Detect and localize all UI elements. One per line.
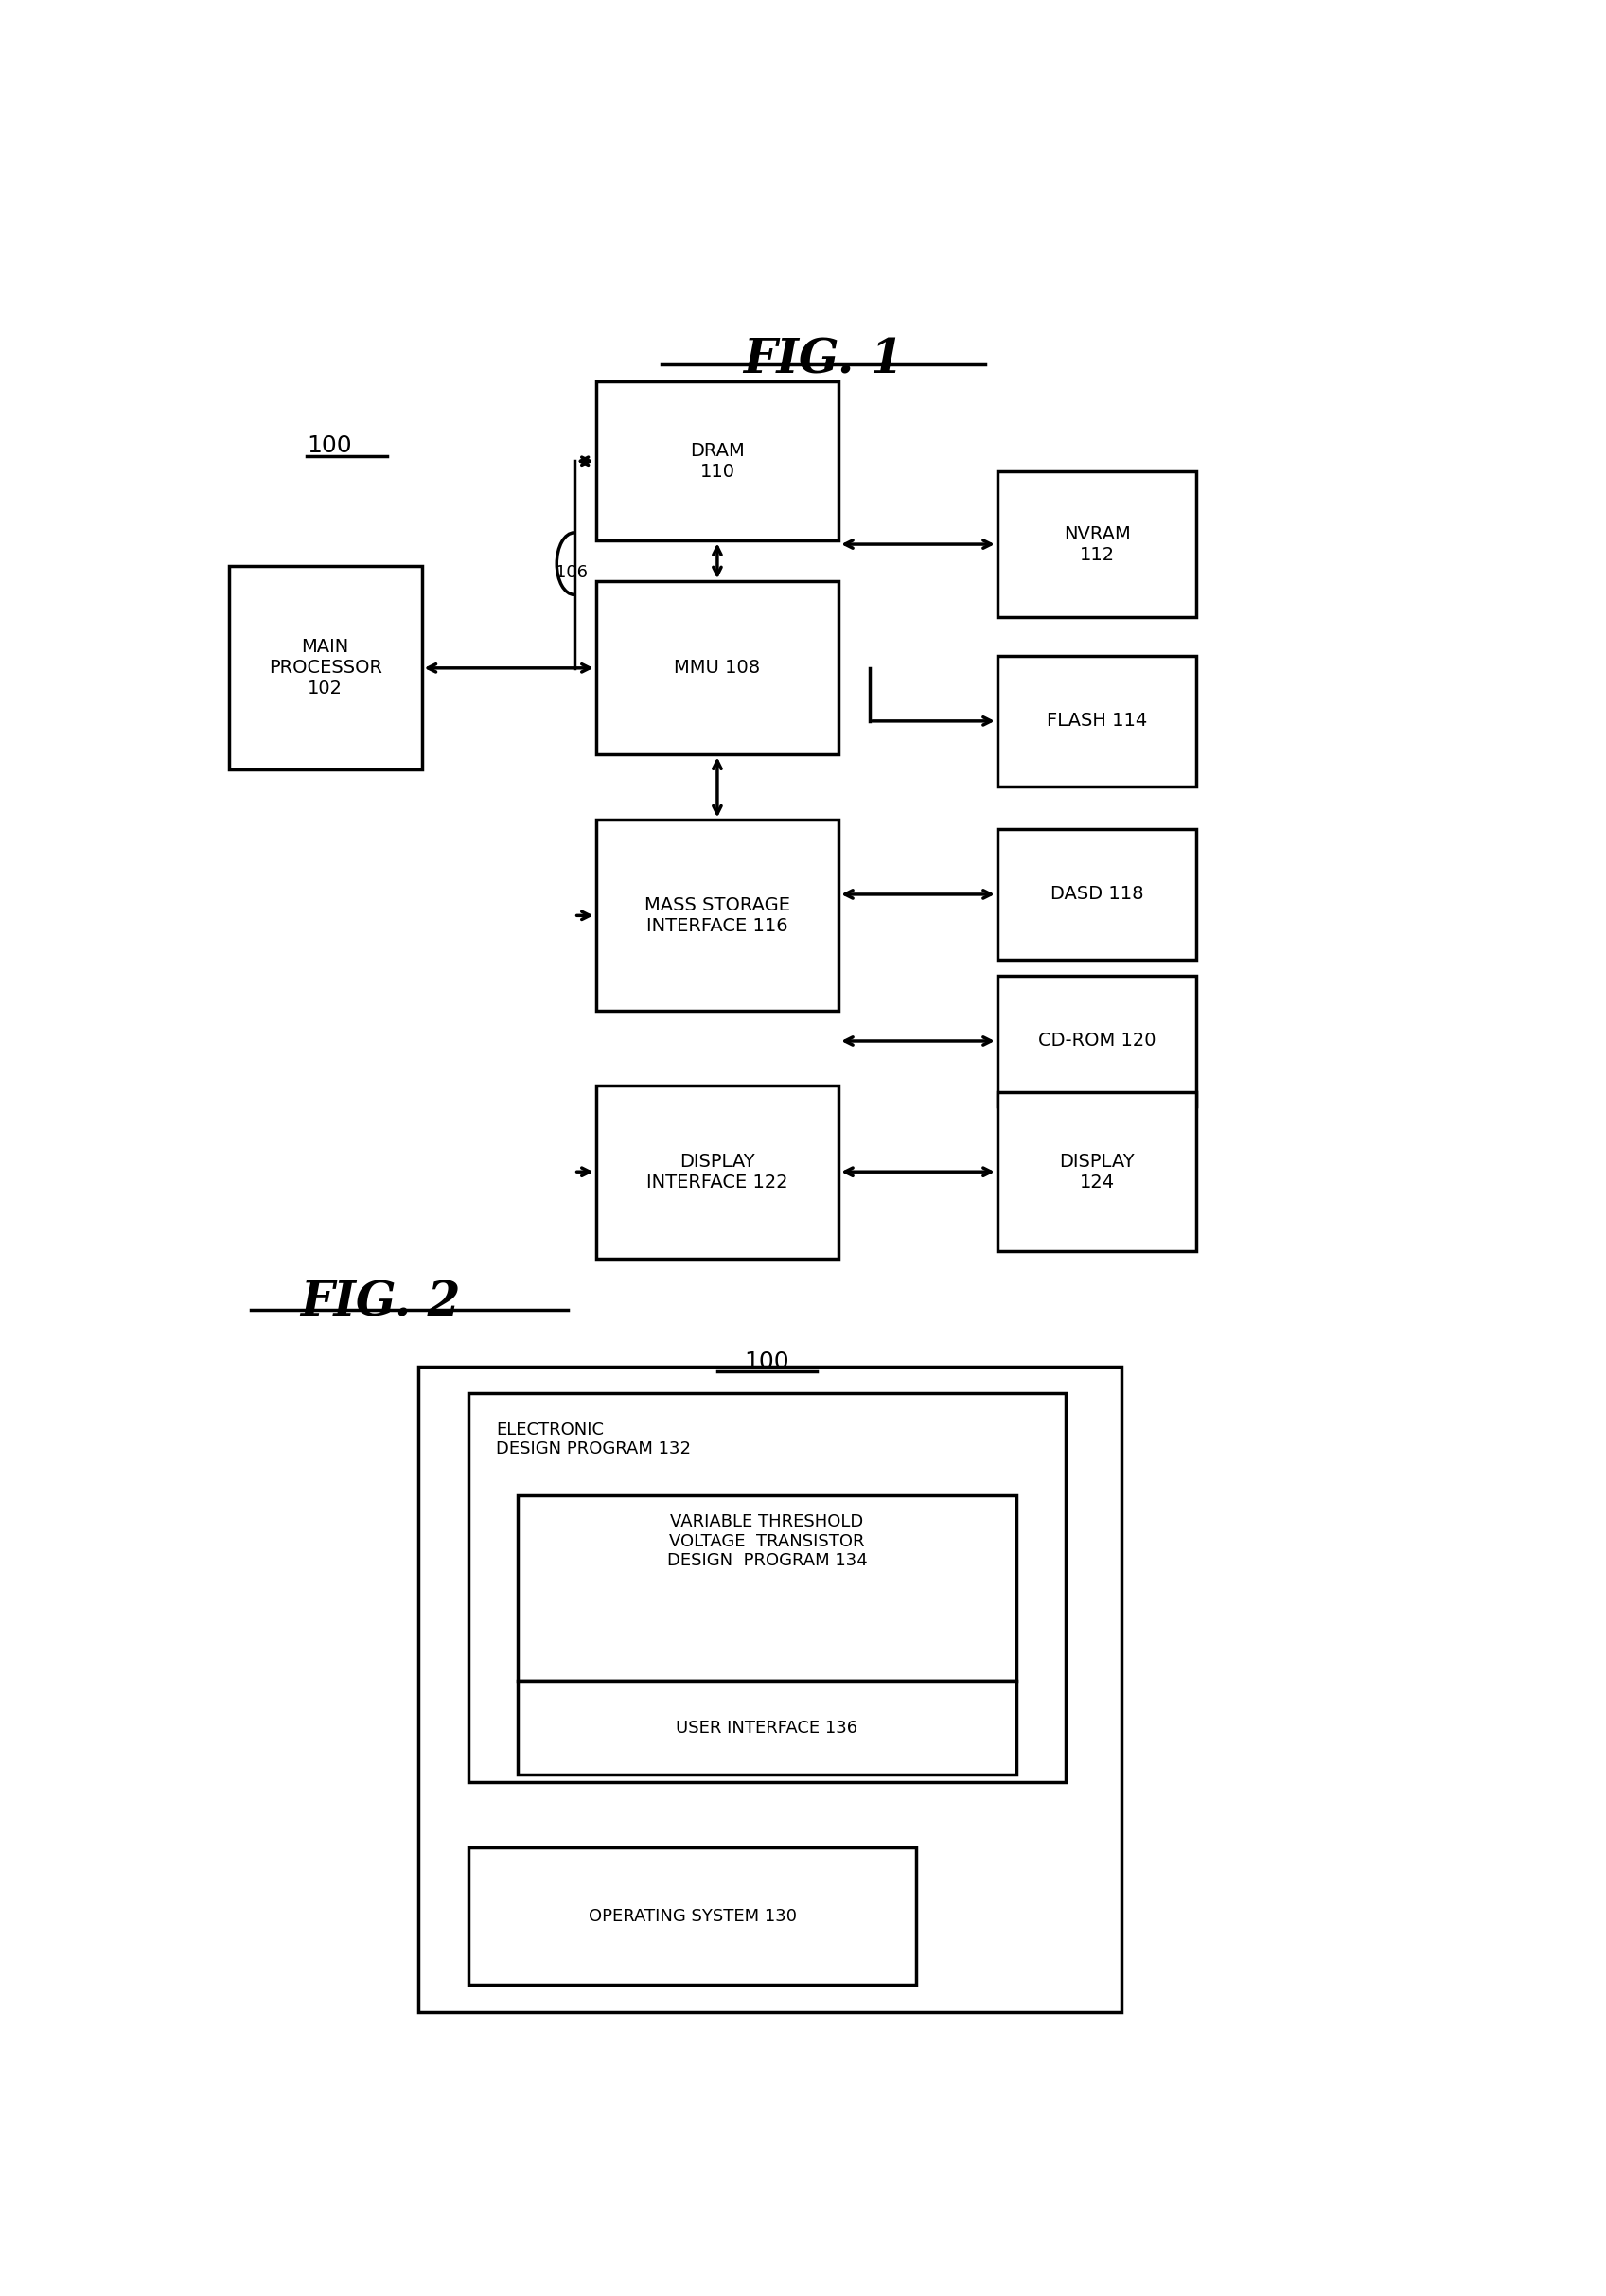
FancyBboxPatch shape: [469, 1394, 1066, 1782]
Text: USER INTERFACE 136: USER INTERFACE 136: [676, 1720, 858, 1736]
Text: MASS STORAGE
INTERFACE 116: MASS STORAGE INTERFACE 116: [644, 895, 790, 934]
Text: MAIN
PROCESSOR
102: MAIN PROCESSOR 102: [268, 638, 382, 698]
Text: FIG. 2: FIG. 2: [300, 1279, 461, 1327]
Text: CD-ROM 120: CD-ROM 120: [1037, 1031, 1156, 1049]
Text: OPERATING SYSTEM 130: OPERATING SYSTEM 130: [588, 1908, 797, 1924]
FancyBboxPatch shape: [997, 829, 1196, 960]
FancyBboxPatch shape: [596, 820, 838, 1010]
FancyBboxPatch shape: [596, 1086, 838, 1258]
Text: ELECTRONIC
DESIGN PROGRAM 132: ELECTRONIC DESIGN PROGRAM 132: [496, 1421, 691, 1458]
Text: DRAM
110: DRAM 110: [691, 441, 745, 480]
Text: FIG. 1: FIG. 1: [744, 338, 903, 383]
FancyBboxPatch shape: [469, 1848, 917, 1986]
Text: 100: 100: [745, 1350, 790, 1373]
Text: MMU 108: MMU 108: [675, 659, 760, 677]
FancyBboxPatch shape: [419, 1366, 1121, 2011]
FancyBboxPatch shape: [519, 1681, 1017, 1775]
FancyBboxPatch shape: [997, 471, 1196, 618]
FancyBboxPatch shape: [596, 581, 838, 755]
Text: 106: 106: [556, 565, 588, 581]
Text: FLASH 114: FLASH 114: [1047, 712, 1147, 730]
Text: DASD 118: DASD 118: [1050, 886, 1143, 902]
Text: NVRAM
112: NVRAM 112: [1063, 526, 1131, 563]
Text: DISPLAY
INTERFACE 122: DISPLAY INTERFACE 122: [647, 1153, 789, 1192]
Text: DISPLAY
124: DISPLAY 124: [1060, 1153, 1134, 1192]
FancyBboxPatch shape: [596, 381, 838, 540]
Text: 100: 100: [307, 434, 352, 457]
FancyBboxPatch shape: [997, 1093, 1196, 1251]
FancyBboxPatch shape: [997, 657, 1196, 788]
FancyBboxPatch shape: [228, 567, 422, 769]
FancyBboxPatch shape: [519, 1495, 1017, 1681]
Text: VARIABLE THRESHOLD
VOLTAGE  TRANSISTOR
DESIGN  PROGRAM 134: VARIABLE THRESHOLD VOLTAGE TRANSISTOR DE…: [666, 1513, 867, 1570]
FancyBboxPatch shape: [997, 976, 1196, 1107]
